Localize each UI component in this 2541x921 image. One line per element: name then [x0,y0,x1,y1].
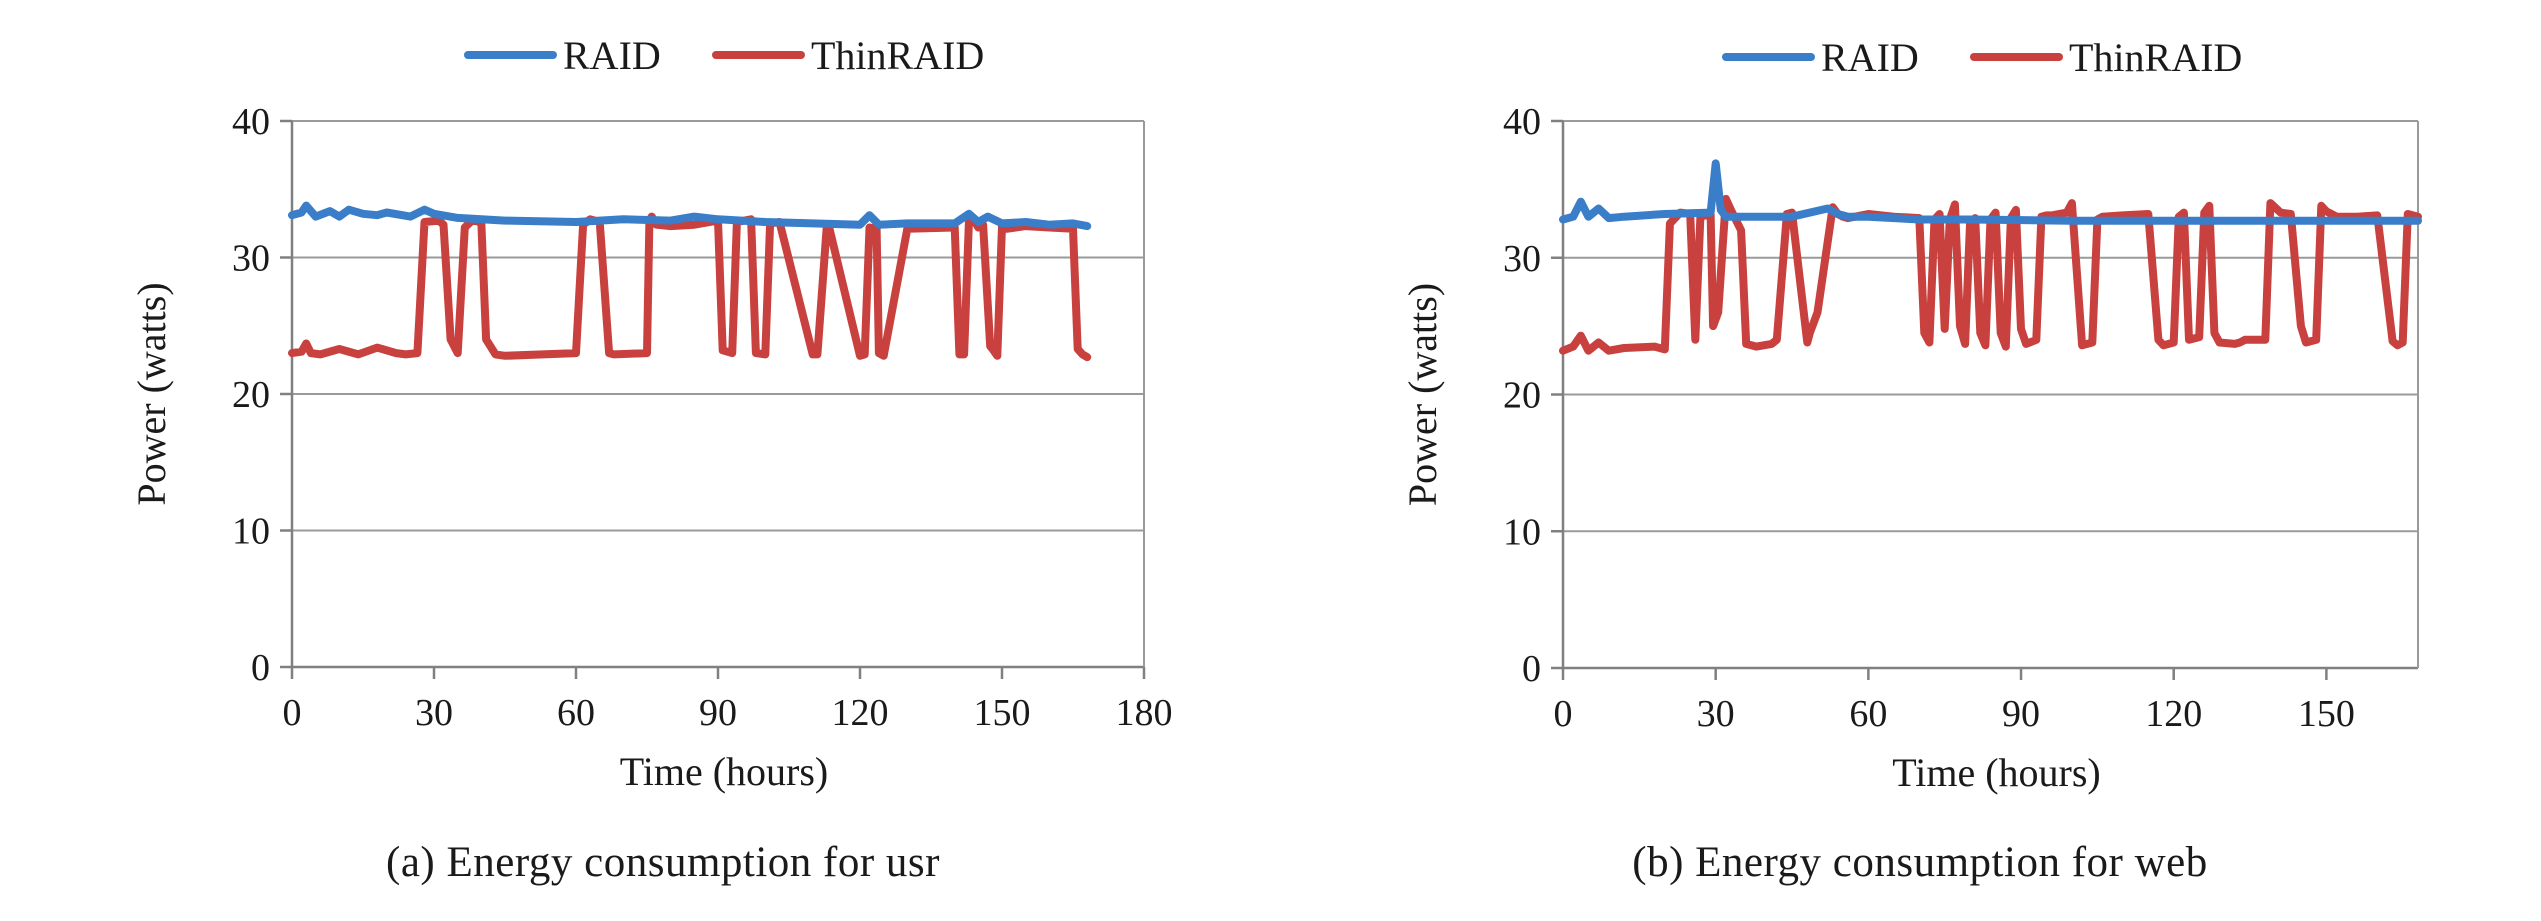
legend-label-raid: RAID [1821,35,1919,80]
y-tick-label: 10 [232,511,270,553]
x-tick-label: 0 [283,692,302,734]
x-tick-label: 90 [2002,693,2040,735]
y-tick-label: 30 [232,238,270,280]
x-tick-label: 60 [1849,693,1887,735]
x-axis-title: Time (hours) [620,749,829,794]
series-line-thinraid [288,212,1092,362]
chart-caption-usr: (a) Energy consumption for usr [386,839,940,886]
y-tick-label: 40 [232,101,270,143]
x-tick-label: 90 [699,692,737,734]
y-tick-label: 0 [1522,648,1541,690]
y-tick-label: 10 [1503,511,1541,553]
y-tick-label: 0 [251,647,270,689]
x-tick-label: 180 [1116,692,1173,734]
legend-label-thinraid: ThinRAID [811,33,984,78]
x-tick-label: 60 [557,692,595,734]
chart-panel-usr: 0 10 20 30 40 0 30 60 90 120 150 180 Time (hours) Pow… [0,0,1270,921]
legend-label-thinraid: ThinRAID [2069,35,2242,80]
chart-caption-web: (b) Energy consumption for web [1632,839,2208,886]
x-tick-label: 30 [1697,693,1735,735]
line-chart-web: 0 10 20 30 40 0 30 60 90 120 150 Time (hours) Power … [1400,35,2422,795]
chart-panel-web: 0 10 20 30 40 0 30 60 90 120 150 Time (hours) Power … [1270,0,2541,921]
series-line-raid [288,201,1092,231]
line-chart-usr: 0 10 20 30 40 0 30 60 90 120 150 180 Time (hours) Pow… [129,33,1173,794]
x-tick-label: 150 [2298,693,2355,735]
y-axis-title: Power (watts) [129,282,174,505]
series-line-raid [1559,159,2422,225]
y-tick-label: 20 [232,374,270,416]
x-tick-label: 120 [2145,693,2202,735]
x-tick-label: 120 [832,692,889,734]
x-axis-title: Time (hours) [1892,750,2101,795]
y-tick-label: 40 [1503,101,1541,143]
x-tick-label: 150 [974,692,1031,734]
y-axis-title: Power (watts) [1400,283,1445,506]
y-tick-label: 30 [1503,238,1541,280]
x-tick-label: 30 [415,692,453,734]
y-tick-label: 20 [1503,375,1541,417]
legend-label-raid: RAID [563,33,661,78]
x-tick-label: 0 [1554,693,1573,735]
